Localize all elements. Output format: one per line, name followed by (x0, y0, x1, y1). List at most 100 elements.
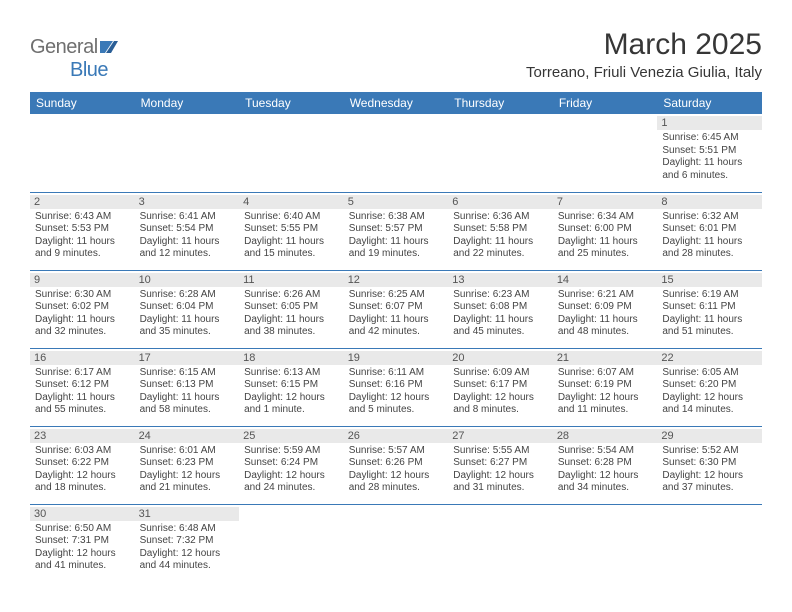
daylight-line: Daylight: 12 hours and 41 minutes. (35, 548, 130, 573)
day-details: Sunrise: 5:55 AMSunset: 6:27 PMDaylight:… (453, 445, 548, 495)
calendar-week-row: 16Sunrise: 6:17 AMSunset: 6:12 PMDayligh… (30, 348, 762, 426)
calendar-day-cell: 18Sunrise: 6:13 AMSunset: 6:15 PMDayligh… (239, 348, 344, 426)
day-details: Sunrise: 6:32 AMSunset: 6:01 PMDaylight:… (662, 211, 757, 261)
sunset-line: Sunset: 5:54 PM (140, 223, 235, 236)
logo: GeneralBlue (30, 28, 118, 82)
day-details: Sunrise: 6:23 AMSunset: 6:08 PMDaylight:… (453, 289, 548, 339)
calendar-day-cell: 7Sunrise: 6:34 AMSunset: 6:00 PMDaylight… (553, 192, 658, 270)
sunset-line: Sunset: 6:05 PM (244, 301, 339, 314)
daylight-line: Daylight: 11 hours and 35 minutes. (140, 314, 235, 339)
sunrise-line: Sunrise: 6:17 AM (35, 367, 130, 380)
calendar-day-cell: 19Sunrise: 6:11 AMSunset: 6:16 PMDayligh… (344, 348, 449, 426)
daylight-line: Daylight: 11 hours and 51 minutes. (662, 314, 757, 339)
logo-text-general: General (30, 36, 98, 58)
sunrise-line: Sunrise: 6:32 AM (662, 211, 757, 224)
calendar-day-cell: 12Sunrise: 6:25 AMSunset: 6:07 PMDayligh… (344, 270, 449, 348)
calendar-day-cell (239, 114, 344, 192)
daylight-line: Daylight: 12 hours and 21 minutes. (140, 470, 235, 495)
sunrise-line: Sunrise: 6:28 AM (140, 289, 235, 302)
calendar-day-cell: 20 Sunrise: 6:09 AMSunset: 6:17 PMDayligh… (448, 348, 553, 426)
calendar-day-cell: 1Sunrise: 6:45 AMSunset: 5:51 PMDaylight… (657, 114, 762, 192)
day-details: Sunrise: 6:43 AMSunset: 5:53 PMDaylight:… (35, 211, 130, 261)
daylight-line: Daylight: 11 hours and 42 minutes. (349, 314, 444, 339)
calendar-day-cell: 17Sunrise: 6:15 AMSunset: 6:13 PMDayligh… (135, 348, 240, 426)
day-number: 20 (448, 351, 553, 365)
sunrise-line: Sunrise: 5:54 AM (558, 445, 653, 458)
sunrise-line: Sunrise: 6:45 AM (662, 132, 757, 145)
logo-text-blue: Blue (70, 59, 108, 81)
sunset-line: Sunset: 6:00 PM (558, 223, 653, 236)
day-details: Sunrise: 6:34 AMSunset: 6:00 PMDaylight:… (558, 211, 653, 261)
daylight-line: Daylight: 11 hours and 25 minutes. (558, 236, 653, 261)
sunrise-line: Sunrise: 6:19 AM (662, 289, 757, 302)
day-details: Sunrise: 6:09 AMSunset: 6:17 PMDaylight:… (453, 367, 548, 417)
day-details: Sunrise: 5:52 AMSunset: 6:30 PMDaylight:… (662, 445, 757, 495)
calendar-week-row: 30Sunrise: 6:50 AMSunset: 7:31 PMDayligh… (30, 504, 762, 582)
day-number: 17 (135, 351, 240, 365)
sunset-line: Sunset: 6:30 PM (662, 457, 757, 470)
calendar-day-cell: 4Sunrise: 6:40 AMSunset: 5:55 PMDaylight… (239, 192, 344, 270)
day-number: 11 (239, 273, 344, 287)
daylight-line: Daylight: 12 hours and 28 minutes. (349, 470, 444, 495)
sunrise-line: Sunrise: 5:59 AM (244, 445, 339, 458)
sunset-line: Sunset: 6:23 PM (140, 457, 235, 470)
day-number: 5 (344, 195, 449, 209)
daylight-line: Daylight: 11 hours and 28 minutes. (662, 236, 757, 261)
sunset-line: Sunset: 6:11 PM (662, 301, 757, 314)
calendar-page: GeneralBlue March 2025 Torreano, Friuli … (0, 0, 792, 602)
day-details: Sunrise: 6:05 AMSunset: 6:20 PMDaylight:… (662, 367, 757, 417)
sunset-line: Sunset: 6:09 PM (558, 301, 653, 314)
calendar-day-cell (657, 504, 762, 582)
daylight-line: Daylight: 12 hours and 24 minutes. (244, 470, 339, 495)
sunrise-line: Sunrise: 6:13 AM (244, 367, 339, 380)
day-number: 25 (239, 429, 344, 443)
day-details: Sunrise: 5:54 AMSunset: 6:28 PMDaylight:… (558, 445, 653, 495)
sunrise-line: Sunrise: 6:26 AM (244, 289, 339, 302)
daylight-line: Daylight: 12 hours and 37 minutes. (662, 470, 757, 495)
calendar-day-cell: 6Sunrise: 6:36 AMSunset: 5:58 PMDaylight… (448, 192, 553, 270)
calendar-day-cell: 14Sunrise: 6:21 AMSunset: 6:09 PMDayligh… (553, 270, 658, 348)
calendar-day-cell: 15Sunrise: 6:19 AMSunset: 6:11 PMDayligh… (657, 270, 762, 348)
calendar-table: Sunday Monday Tuesday Wednesday Thursday… (30, 92, 762, 582)
day-number: 3 (135, 195, 240, 209)
day-number: 2 (30, 195, 135, 209)
sunrise-line: Sunrise: 6:11 AM (349, 367, 444, 380)
sunset-line: Sunset: 6:01 PM (662, 223, 757, 236)
weekday-header: Sunday (30, 92, 135, 114)
sunset-line: Sunset: 6:12 PM (35, 379, 130, 392)
day-details: Sunrise: 6:28 AMSunset: 6:04 PMDaylight:… (140, 289, 235, 339)
daylight-line: Daylight: 12 hours and 5 minutes. (349, 392, 444, 417)
day-number: 4 (239, 195, 344, 209)
sunrise-line: Sunrise: 6:09 AM (453, 367, 548, 380)
weekday-header-row: Sunday Monday Tuesday Wednesday Thursday… (30, 92, 762, 114)
calendar-day-cell (448, 114, 553, 192)
day-number: 28 (553, 429, 658, 443)
sunset-line: Sunset: 6:07 PM (349, 301, 444, 314)
day-number: 12 (344, 273, 449, 287)
sunset-line: Sunset: 5:55 PM (244, 223, 339, 236)
calendar-day-cell (448, 504, 553, 582)
sunrise-line: Sunrise: 6:15 AM (140, 367, 235, 380)
day-number: 1 (657, 116, 762, 130)
day-details: Sunrise: 5:57 AMSunset: 6:26 PMDaylight:… (349, 445, 444, 495)
sunrise-line: Sunrise: 5:55 AM (453, 445, 548, 458)
calendar-day-cell: 10Sunrise: 6:28 AMSunset: 6:04 PMDayligh… (135, 270, 240, 348)
sunset-line: Sunset: 6:13 PM (140, 379, 235, 392)
calendar-day-cell: 23Sunrise: 6:03 AMSunset: 6:22 PMDayligh… (30, 426, 135, 504)
sunrise-line: Sunrise: 6:30 AM (35, 289, 130, 302)
day-details: Sunrise: 6:13 AMSunset: 6:15 PMDaylight:… (244, 367, 339, 417)
calendar-day-cell (344, 114, 449, 192)
calendar-day-cell: 9Sunrise: 6:30 AMSunset: 6:02 PMDaylight… (30, 270, 135, 348)
day-number: 13 (448, 273, 553, 287)
daylight-line: Daylight: 12 hours and 1 minute. (244, 392, 339, 417)
sunset-line: Sunset: 6:20 PM (662, 379, 757, 392)
daylight-line: Daylight: 11 hours and 48 minutes. (558, 314, 653, 339)
calendar-day-cell: 13 Sunrise: 6:23 AMSunset: 6:08 PMDayligh… (448, 270, 553, 348)
daylight-line: Daylight: 12 hours and 44 minutes. (140, 548, 235, 573)
sunset-line: Sunset: 6:16 PM (349, 379, 444, 392)
calendar-day-cell: 22Sunrise: 6:05 AMSunset: 6:20 PMDayligh… (657, 348, 762, 426)
sunrise-line: Sunrise: 6:41 AM (140, 211, 235, 224)
sunrise-line: Sunrise: 6:01 AM (140, 445, 235, 458)
sunrise-line: Sunrise: 6:50 AM (35, 523, 130, 536)
daylight-line: Daylight: 12 hours and 18 minutes. (35, 470, 130, 495)
